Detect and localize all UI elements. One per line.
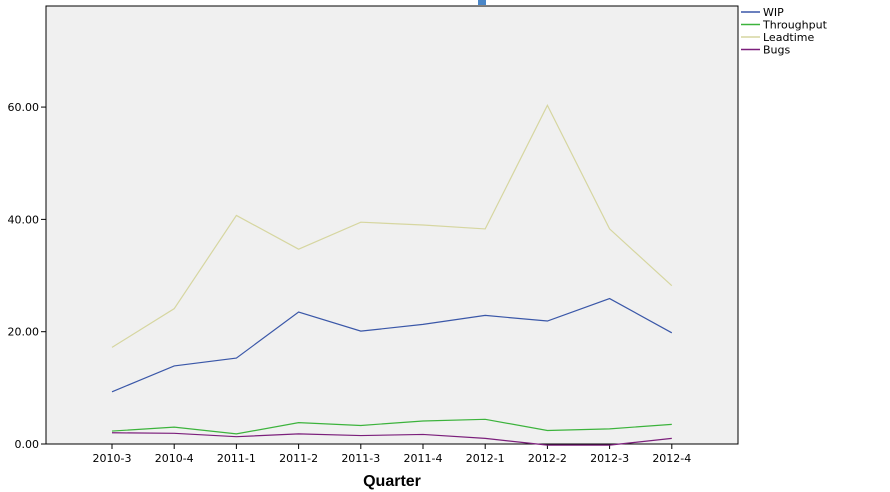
x-tick-label: 2011-4 [404,452,443,465]
series-line-wip [111,297,673,393]
x-tick-label: 2011-3 [341,452,380,465]
x-tick-label: 2012-3 [590,452,629,465]
y-tick-label: 40.00 [8,213,40,226]
series-line-bugs [111,432,672,446]
x-tick-label: 2012-2 [528,452,567,465]
plot-marker [478,0,486,5]
x-tick-label: 2012-4 [652,452,691,465]
y-tick-label: 20.00 [8,326,40,339]
x-tick-label: 2010-4 [155,452,194,465]
legend-label: Bugs [763,44,791,57]
legend-label: WIP [763,6,784,19]
legend-label: Throughput [762,19,828,32]
series-line-throughput [111,418,672,435]
x-tick-label: 2010-3 [93,452,132,465]
y-tick-label: 0.00 [15,438,40,451]
x-tick-label: 2011-2 [279,452,318,465]
legend-label: Leadtime [763,31,815,44]
x-tick-label: 2011-1 [217,452,256,465]
y-tick-label: 60.00 [8,101,40,114]
x-axis-title: Quarter [363,473,421,490]
plot-background [45,5,739,445]
x-axis: 2010-3 2010-4 2011-1 2011-2 2011-3 2011-4 2012… [93,444,691,465]
series-layer [111,104,673,446]
x-tick-label: 2012-1 [466,452,505,465]
series-line-leadtime [111,104,673,348]
y-axis: 0.00 20.00 40.00 60.00 [8,101,46,451]
